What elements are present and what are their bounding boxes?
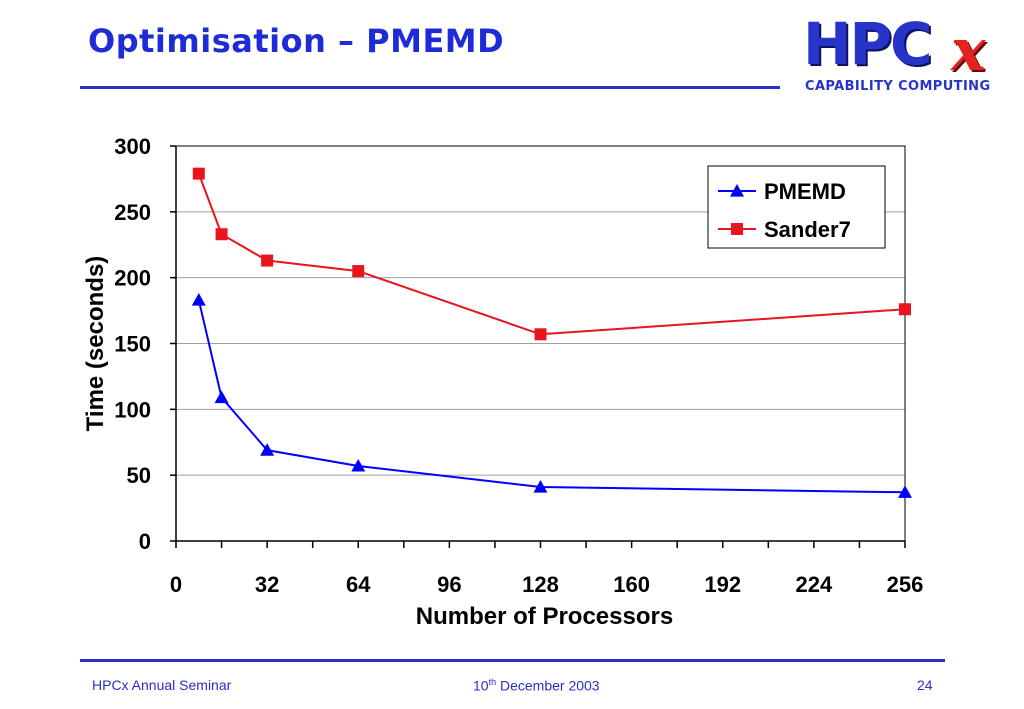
series-pmemd [191,293,912,498]
x-tick-label: 192 [704,572,741,597]
hpcx-logo: HPC x CAPABILITY COMPUTING [803,12,1013,102]
y-tick-label: 100 [114,397,151,422]
x-tick-label: 96 [437,572,461,597]
x-tick-label: 160 [613,572,650,597]
series-sander7 [192,167,911,341]
legend-marker [731,223,743,235]
data-point [192,167,205,180]
footer-date-rest: December 2003 [496,677,600,694]
data-point [898,485,912,498]
data-point [261,254,274,267]
data-point [191,293,206,306]
y-tick-label: 0 [139,529,151,554]
series-line [197,173,906,336]
legend-label: PMEMD [764,179,846,204]
series [191,167,912,498]
x-tick-label: 128 [522,572,559,597]
y-tick-label: 50 [127,463,151,488]
legend-marker [730,184,744,197]
footer-event: HPCx Annual Seminar [92,677,232,693]
data-point [214,390,229,404]
legend-label: Sander7 [764,217,851,242]
data-point [352,265,365,278]
legend-entry: Sander7 [718,217,851,242]
logo-x-mark: x [951,16,986,84]
footer-date-suffix: th [488,677,497,687]
x-tick-label: 32 [255,572,279,597]
footer-date-day: 10 [473,677,489,694]
footer-date: 10th December 2003 [473,677,600,694]
legend: PMEMD Sander7 [707,165,886,249]
x-tick-label: 64 [346,572,371,597]
footer-page-number: 24 [917,677,933,693]
series-line [197,299,906,494]
legend-entry: PMEMD [718,179,846,204]
x-axis-title: Number of Processors [416,603,673,630]
y-tick-label: 200 [114,266,151,291]
data-point [534,328,547,341]
logo-tagline: CAPABILITY COMPUTING [805,79,991,94]
slide-title: Optimisation – PMEMD [88,22,505,60]
data-point [215,228,228,241]
x-tick-label: 0 [170,572,182,597]
x-tick-label: 256 [887,572,924,597]
data-point [533,480,548,493]
data-point [260,443,275,456]
logo-wordmark: HPC [803,10,933,78]
y-tick-label: 300 [114,134,151,159]
data-point [351,458,366,472]
x-tick-label: 224 [796,572,833,597]
data-point [899,303,911,316]
title-divider [80,86,780,89]
y-axis-title: Time (seconds) [82,256,109,432]
y-tick-label: 250 [114,200,151,225]
axes: 0 50 100 150 200 250 300 0 32 64 96 128 160 192 224 256 [114,134,923,597]
footer-divider [80,659,945,662]
y-tick-label: 150 [114,332,151,357]
